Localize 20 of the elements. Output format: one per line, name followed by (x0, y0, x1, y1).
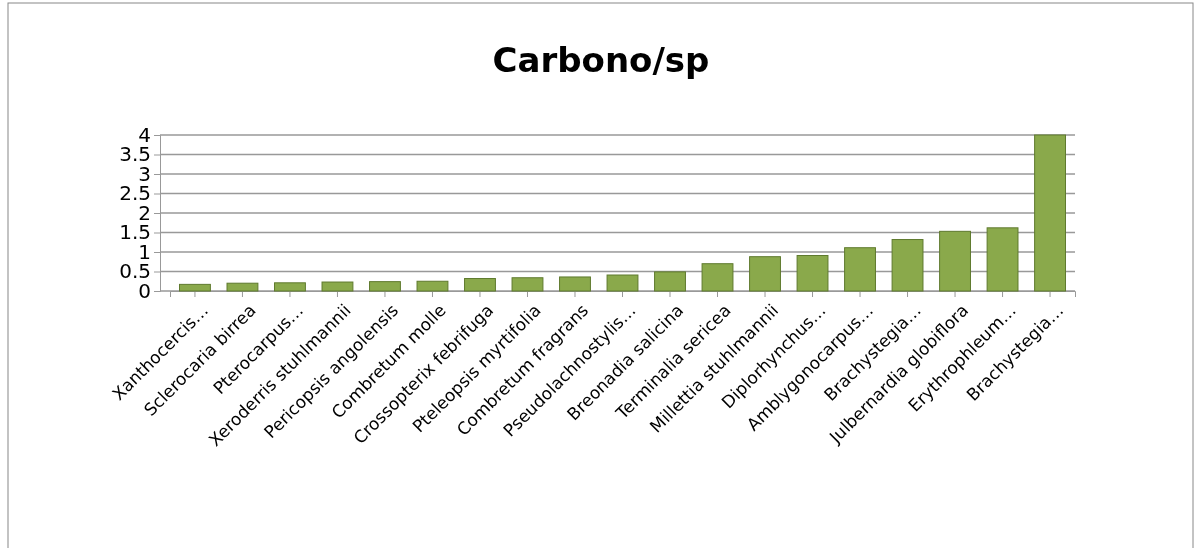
bar (274, 282, 306, 292)
bar (939, 230, 971, 292)
bar (844, 247, 876, 292)
bar (559, 276, 591, 292)
bar (701, 263, 734, 292)
bar (749, 256, 781, 292)
chart-title: Carbono/sp (492, 40, 710, 80)
bar (179, 283, 211, 292)
bar (511, 277, 544, 292)
bar (796, 255, 829, 292)
bar (416, 280, 449, 292)
bar (226, 282, 259, 292)
bar (606, 274, 639, 292)
bar (654, 271, 686, 292)
bar (321, 281, 354, 292)
bar (986, 227, 1019, 292)
bar (891, 239, 924, 292)
bar (464, 278, 496, 292)
bar (1034, 134, 1066, 292)
bar (369, 281, 401, 292)
